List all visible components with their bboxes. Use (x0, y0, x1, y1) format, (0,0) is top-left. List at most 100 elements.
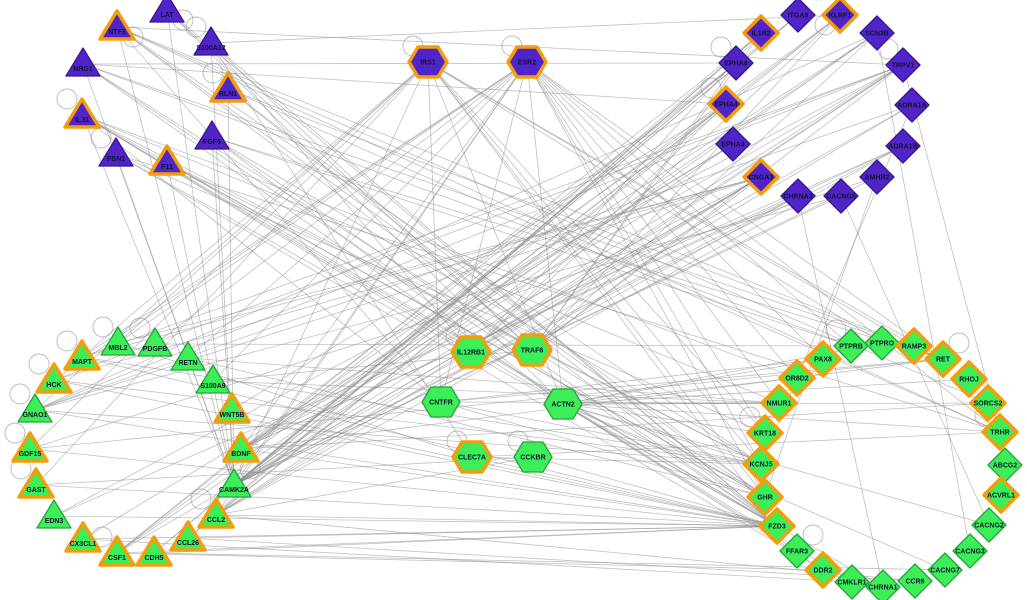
edge (210, 42, 473, 458)
node-gast[interactable]: GAST (17, 467, 55, 499)
node-ffar3[interactable]: FFAR3 (779, 533, 815, 569)
node-il1r2[interactable]: IL1R2 (742, 14, 780, 52)
edge (53, 61, 528, 381)
edge (531, 62, 737, 351)
edge (531, 64, 904, 351)
edge (187, 14, 841, 539)
diamond-shape (742, 14, 780, 52)
edge (526, 61, 944, 360)
edge (81, 114, 235, 486)
edge (29, 448, 778, 527)
triangle-shape (65, 47, 101, 77)
edge (231, 103, 727, 411)
diamond-shape (895, 327, 933, 365)
node-adra1a[interactable]: ADRA1A (894, 87, 930, 123)
diamond-shape (952, 533, 988, 569)
node-trpv1[interactable]: TRPV1 (885, 47, 921, 83)
edge (34, 409, 778, 527)
node-scn3b[interactable]: SCN3B (859, 15, 895, 51)
self-loop (56, 88, 78, 110)
node-bdnf[interactable]: BDNF (222, 431, 260, 463)
node-mapt[interactable]: MAPT (63, 339, 101, 371)
edge (81, 114, 564, 405)
node-nrg1[interactable]: NRG1 (65, 47, 101, 77)
triangle-shape (194, 120, 230, 150)
triangle-shape (98, 137, 134, 167)
edge (562, 403, 766, 434)
triangle-shape (197, 497, 235, 529)
node-actn2[interactable]: ACTN2 (543, 388, 583, 420)
edge (470, 14, 841, 353)
node-irs1[interactable]: IRS1 (407, 45, 449, 79)
edge (471, 431, 1001, 458)
node-wnt5b[interactable]: WNT5B (213, 392, 251, 424)
diamond-shape (778, 359, 816, 397)
self-loop (202, 62, 224, 84)
edge (117, 61, 429, 344)
edge (82, 63, 727, 105)
edge (427, 61, 944, 360)
edge (81, 176, 762, 358)
edge (227, 88, 1001, 433)
node-fgf6[interactable]: FGF6 (194, 120, 230, 150)
self-loop (948, 332, 970, 354)
diamond-shape (779, 533, 815, 569)
diamond-shape (760, 384, 798, 422)
node-acvrl1[interactable]: ACVRL1 (982, 476, 1020, 514)
triangle-shape (100, 326, 136, 356)
triangle-shape (195, 364, 231, 394)
diamond-shape (859, 159, 895, 195)
node-cntfr[interactable]: CNTFR (421, 386, 461, 418)
node-cckbr[interactable]: CCKBR (513, 441, 553, 473)
self-loop (700, 77, 722, 99)
self-loop (802, 524, 824, 546)
node-retn[interactable]: RETN (170, 341, 206, 371)
diamond-shape (950, 360, 988, 398)
node-ntf3[interactable]: NTF3 (98, 9, 136, 41)
node-cacng3[interactable]: CACNG3 (952, 533, 988, 569)
node-clec7a[interactable]: CLEC7A (451, 440, 493, 474)
diamond-shape (885, 47, 921, 83)
edge (82, 63, 852, 347)
node-chrna3[interactable]: CHRNA3 (780, 178, 816, 214)
node-cacng7[interactable]: CACNG7 (927, 552, 963, 588)
node-krt18[interactable]: KRT18 (746, 414, 784, 452)
node-pdgfb[interactable]: PDGFB (137, 327, 173, 357)
triangle-shape (98, 9, 136, 41)
edge (166, 161, 762, 465)
hexagon-shape (511, 333, 553, 367)
diamond-shape (924, 340, 962, 378)
edge (166, 9, 533, 351)
node-il31[interactable]: IL31 (63, 97, 101, 129)
node-itga8[interactable]: ITGA8 (780, 0, 816, 33)
edge (166, 161, 235, 486)
diamond-shape (864, 325, 900, 361)
edge (215, 514, 778, 527)
edge (531, 14, 841, 351)
node-klrf1[interactable]: KLRF1 (821, 0, 859, 34)
edge (116, 552, 824, 571)
edge (240, 64, 904, 450)
triangle-shape (193, 26, 229, 56)
hexagon-shape (451, 440, 493, 474)
edge (240, 402, 989, 450)
edge (116, 32, 878, 554)
triangle-shape (98, 535, 136, 567)
triangle-shape (63, 97, 101, 129)
node-abcg2[interactable]: ABCG2 (987, 447, 1023, 483)
node-traf6[interactable]: TRAF6 (511, 333, 553, 367)
triangle-shape (137, 327, 173, 357)
edge (212, 61, 528, 382)
node-cacng5[interactable]: CACNG5 (823, 178, 859, 214)
node-chrna1[interactable]: CHRNA1 (865, 569, 901, 600)
edge (35, 456, 534, 486)
node-adra1b[interactable]: ADRA1B (885, 128, 921, 164)
edge (526, 61, 824, 360)
node-esr2[interactable]: ESR2 (506, 45, 548, 79)
node-edn3[interactable]: EDN3 (36, 499, 72, 529)
node-gnao1[interactable]: GNAO1 (17, 393, 53, 423)
node-il12rb1[interactable]: IL12RB1 (450, 335, 492, 369)
edge (81, 61, 429, 358)
edge (53, 64, 904, 381)
